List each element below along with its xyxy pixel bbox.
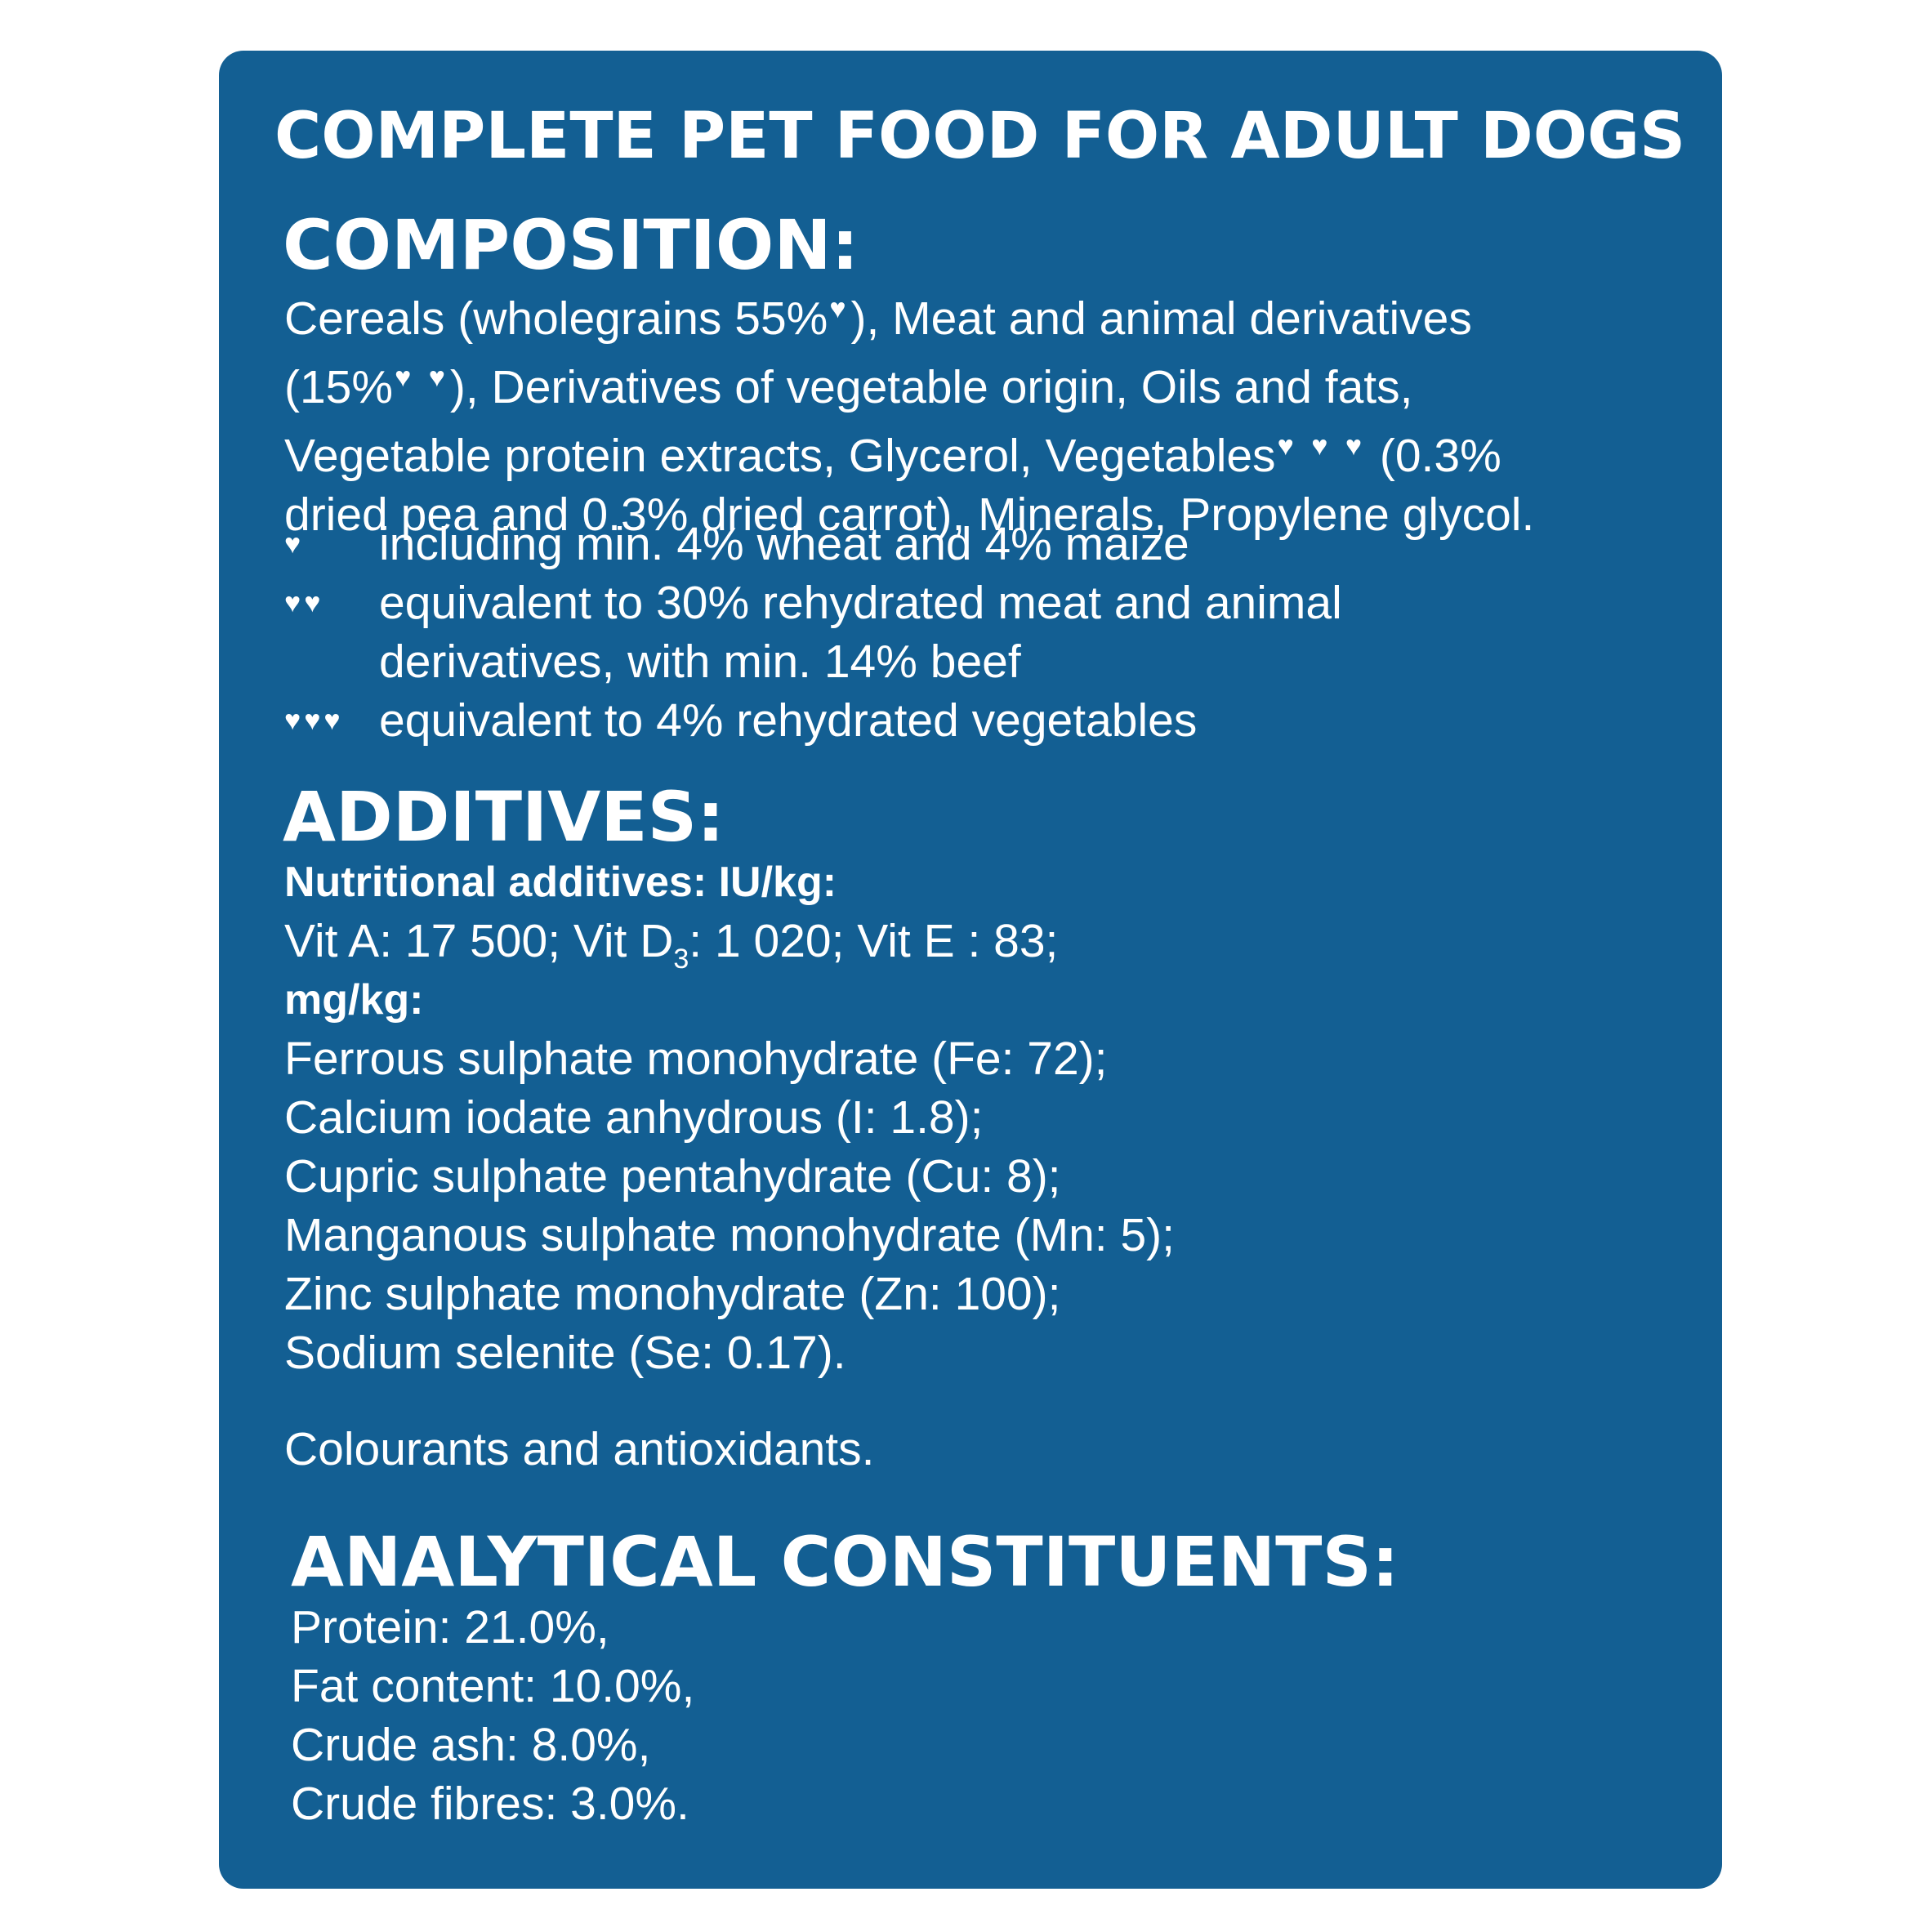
- page-title: COMPLETE PET FOOD FOR ADULT DOGS: [274, 100, 1686, 173]
- composition-heading: COMPOSITION:: [283, 205, 859, 285]
- heart-icon: ♥: [829, 293, 851, 324]
- composition-line: Vegetable protein extracts, Glycerol, Ve…: [284, 430, 1501, 482]
- additives-heading: ADDITIVES:: [283, 777, 725, 857]
- composition-line: dried pea and 0.3% dried carrot), Minera…: [284, 489, 1535, 541]
- minerals-list: Ferrous sulphate monohydrate (Fe: 72); C…: [284, 1029, 1175, 1382]
- list-item: Crude ash: 8.0%,: [291, 1719, 651, 1771]
- analytical-heading: ANALYTICAL CONSTITUENTS:: [291, 1522, 1399, 1602]
- colourants-text: Colourants and antioxidants.: [284, 1423, 875, 1475]
- footnote: ♥♥♥ equivalent to 4% rehydrated vegetable…: [284, 691, 1197, 750]
- list-item: Manganous sulphate monohydrate (Mn: 5);: [284, 1209, 1175, 1261]
- mgkg-label: mg/kg:: [284, 976, 424, 1024]
- list-item: Crude fibres: 3.0%.: [291, 1778, 689, 1830]
- list-item: Zinc sulphate monohydrate (Zn: 100);: [284, 1268, 1061, 1320]
- list-item: Ferrous sulphate monohydrate (Fe: 72);: [284, 1033, 1108, 1085]
- nutritional-additives-label: Nutritional additives: IU/kg:: [284, 859, 837, 906]
- composition-line: (15%♥ ♥), Derivatives of vegetable origi…: [284, 361, 1413, 413]
- composition-line: Cereals (wholegrains 55%♥), Meat and ani…: [284, 292, 1472, 345]
- heart-icon: ♥♥: [284, 587, 324, 618]
- list-item: Protein: 21.0%,: [291, 1601, 609, 1653]
- list-item: Calcium iodate anhydrous (I: 1.8);: [284, 1091, 984, 1144]
- list-item: Cupric sulphate pentahydrate (Cu: 8);: [284, 1150, 1061, 1202]
- list-item: Sodium selenite (Se: 0.17).: [284, 1327, 846, 1379]
- analytical-list: Protein: 21.0%, Fat content: 10.0%, Crud…: [291, 1598, 694, 1833]
- footnote: ♥ including min. 4% wheat and 4% maize: [284, 515, 1189, 573]
- footnote: ♥♥ equivalent to 30% rehydrated meat and …: [284, 573, 1342, 632]
- heart-icon: ♥ ♥: [395, 362, 450, 393]
- heart-icon: ♥ ♥ ♥: [1277, 431, 1368, 462]
- list-item: Fat content: 10.0%,: [291, 1660, 695, 1712]
- heart-icon: ♥♥♥: [284, 705, 344, 736]
- vitamins-line: Vit A: 17 500; Vit D3: 1 020; Vit E : 83…: [284, 915, 1059, 975]
- footnote-continuation: derivatives, with min. 14% beef: [379, 636, 1021, 688]
- label-panel: [219, 51, 1722, 1889]
- heart-icon: ♥: [284, 529, 305, 560]
- composition-text: Cereals (wholegrains 55%♥), Meat and ani…: [284, 279, 1534, 544]
